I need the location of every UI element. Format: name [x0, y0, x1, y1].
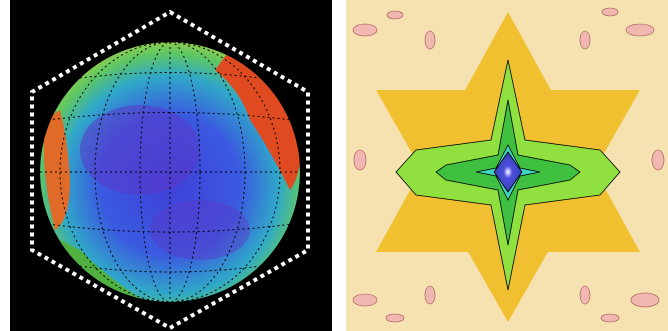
ocean-low-region: [150, 200, 250, 260]
contour-plot: [346, 0, 668, 331]
page: [0, 0, 668, 331]
figure: [0, 0, 668, 331]
